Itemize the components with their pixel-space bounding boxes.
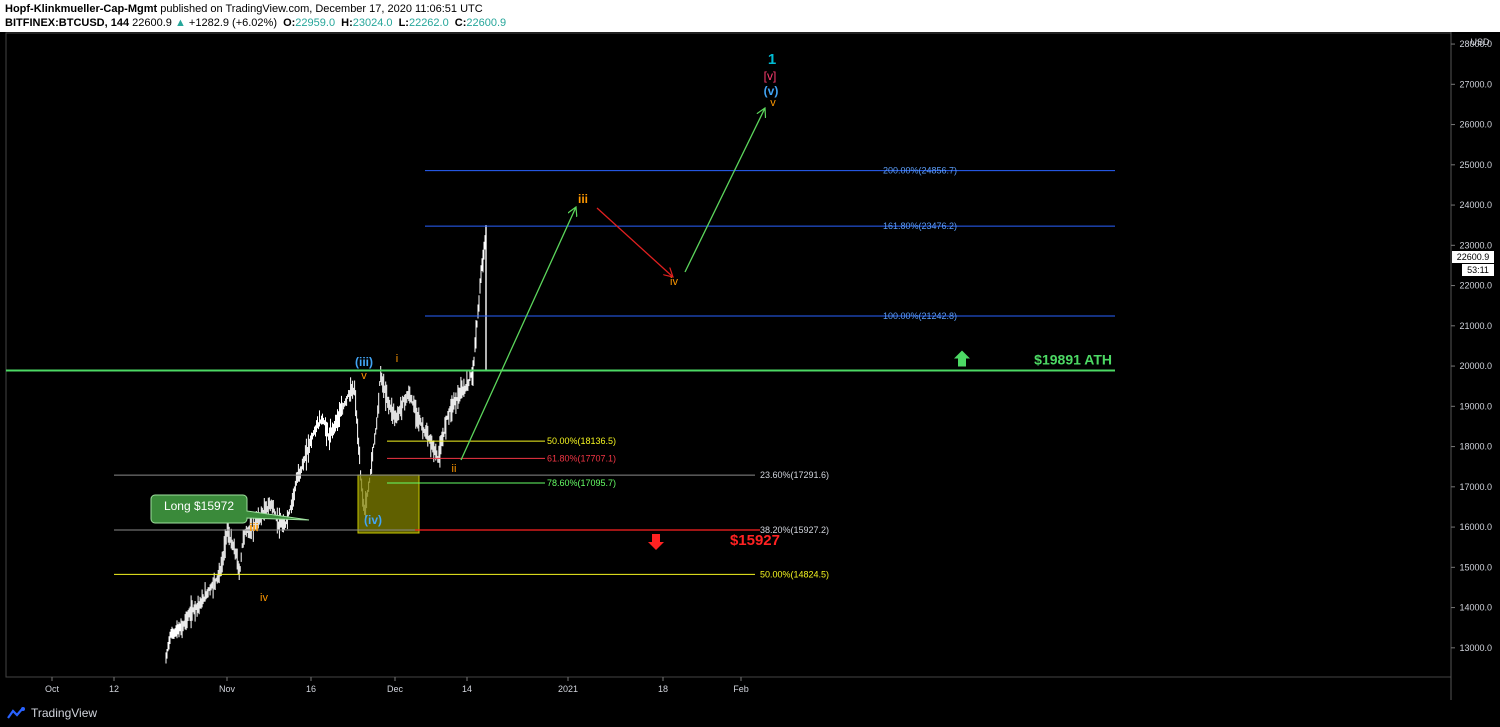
wave-label-iii-future: iii — [578, 192, 588, 206]
price-tick-label: 13000.0 — [1459, 643, 1492, 653]
projection-arrow-up-1[interactable] — [460, 207, 576, 461]
time-tick-label: 14 — [462, 684, 472, 694]
wave-label-iii-left: iii — [249, 522, 258, 534]
high-label: H: — [341, 17, 353, 29]
fib-level-label: 61.80%(17707.1) — [547, 453, 616, 463]
wave-label-v-bracket: [v] — [764, 69, 777, 83]
ath-label: $19891 ATH — [1034, 351, 1112, 367]
fib-level-label: 200.00%(24856.7) — [883, 166, 957, 176]
price-tick-label: 24000.0 — [1459, 200, 1492, 210]
wave-label-v-top: v — [770, 97, 776, 109]
high-value: 23024.0 — [352, 17, 393, 29]
close-value: 22600.9 — [466, 17, 507, 29]
fib-level-label: 50.00%(18136.5) — [547, 436, 616, 446]
chart-canvas[interactable]: USD 13000.014000.015000.016000.017000.01… — [0, 32, 1500, 700]
tradingview-brand[interactable]: TradingView — [7, 706, 97, 720]
price-tick-label: 17000.0 — [1459, 482, 1492, 492]
tradingview-brand-text: TradingView — [31, 706, 98, 720]
wave-label-iv-paren: (iv) — [364, 513, 382, 527]
low-value: 22262.0 — [408, 17, 449, 29]
low-label: L: — [398, 17, 409, 29]
symbol-label[interactable]: BITFINEX:BTCUSD, 144 — [5, 17, 130, 29]
open-value: 22959.0 — [295, 17, 336, 29]
plot-border — [5, 32, 1452, 678]
time-tick-label: 16 — [306, 684, 316, 694]
wave-label-iii-paren: (iii) — [355, 355, 373, 369]
last-price: 22600.9 — [132, 17, 172, 29]
price-tick-label: 25000.0 — [1459, 160, 1492, 170]
fib-level-label: 23.60%(17291.6) — [760, 470, 829, 480]
published-text: published on TradingView.com, December 1… — [160, 3, 483, 15]
projection-arrow-up-2[interactable] — [684, 108, 765, 273]
time-axis[interactable]: Oct 12 Nov 16 Dec 14 2021 18 Feb — [45, 677, 749, 694]
wave-labels: 1 [v] (v) v (iii) v i ii (iv) iii iv iii… — [249, 51, 778, 604]
wave-label-v-small: v — [361, 370, 367, 382]
open-label: O: — [283, 17, 296, 29]
down-arrow-icon — [648, 534, 664, 551]
time-tick-label: 12 — [109, 684, 119, 694]
fib-level-label: 161.80%(23476.2) — [883, 221, 957, 231]
wave-label-1: 1 — [768, 51, 776, 68]
chart-header: Hopf-Klinkmueller-Cap-Mgmt published on … — [0, 0, 1500, 32]
currency-label: USD — [1470, 37, 1490, 47]
author-name[interactable]: Hopf-Klinkmueller-Cap-Mgmt — [5, 3, 158, 15]
change-arrow-icon: ▲ — [174, 17, 186, 29]
last-price-tag[interactable]: 22600.9 53:11 — [1452, 251, 1494, 276]
support-label: $15927 — [730, 532, 780, 549]
wave-label-i-small: i — [396, 353, 398, 365]
time-tick-label: Nov — [219, 684, 236, 694]
last-price-tag-text: 22600.9 — [1457, 252, 1490, 262]
price-tick-label: 22000.0 — [1459, 281, 1492, 291]
price-tick-label: 15000.0 — [1459, 562, 1492, 572]
time-tick-label: Feb — [733, 684, 749, 694]
price-tick-label: 23000.0 — [1459, 240, 1492, 250]
fib-level-label: 38.20%(15927.2) — [760, 525, 829, 535]
fib-level-label: 50.00%(14824.5) — [760, 569, 829, 579]
bar-countdown-text: 53:11 — [1467, 265, 1489, 275]
price-tick-label: 28000.0 — [1459, 39, 1492, 49]
price-axis[interactable]: 13000.0 14000.0 15000.0 16000.0 17000.0 18000… — [1451, 39, 1492, 653]
time-tick-label: Dec — [387, 684, 404, 694]
price-tick-label: 19000.0 — [1459, 401, 1492, 411]
tradingview-logo-icon — [7, 707, 25, 719]
correction-zone-box — [357, 474, 420, 534]
footer: TradingView — [0, 700, 1500, 727]
price-tick-label: 21000.0 — [1459, 321, 1492, 331]
price-tick-label: 16000.0 — [1459, 522, 1492, 532]
fib-level-label: 78.60%(17095.7) — [547, 478, 616, 488]
price-series — [165, 225, 487, 664]
price-tick-label: 27000.0 — [1459, 79, 1492, 89]
long-callout-text: Long $15972 — [164, 499, 234, 513]
projection-arrow-down[interactable] — [596, 207, 673, 277]
time-tick-label: 18 — [658, 684, 668, 694]
fib-level-label: 100.00%(21242.8) — [883, 311, 957, 321]
wave-label-ii-small: ii — [452, 463, 457, 475]
price-tick-label: 18000.0 — [1459, 442, 1492, 452]
time-tick-label: Oct — [45, 684, 60, 694]
time-tick-label: 2021 — [558, 684, 578, 694]
price-tick-label: 20000.0 — [1459, 361, 1492, 371]
change-value: +1282.9 (+6.02%) — [188, 17, 277, 29]
wave-label-v-paren: (v) — [764, 84, 779, 98]
price-tick-label: 26000.0 — [1459, 120, 1492, 130]
up-arrow-icon — [954, 350, 970, 367]
long-callout[interactable]: Long $15972 — [150, 494, 310, 524]
close-label: C: — [454, 17, 467, 29]
price-tick-label: 14000.0 — [1459, 603, 1492, 613]
wave-label-iv-left: iv — [260, 592, 268, 604]
wave-label-iv-future: iv — [670, 276, 678, 288]
